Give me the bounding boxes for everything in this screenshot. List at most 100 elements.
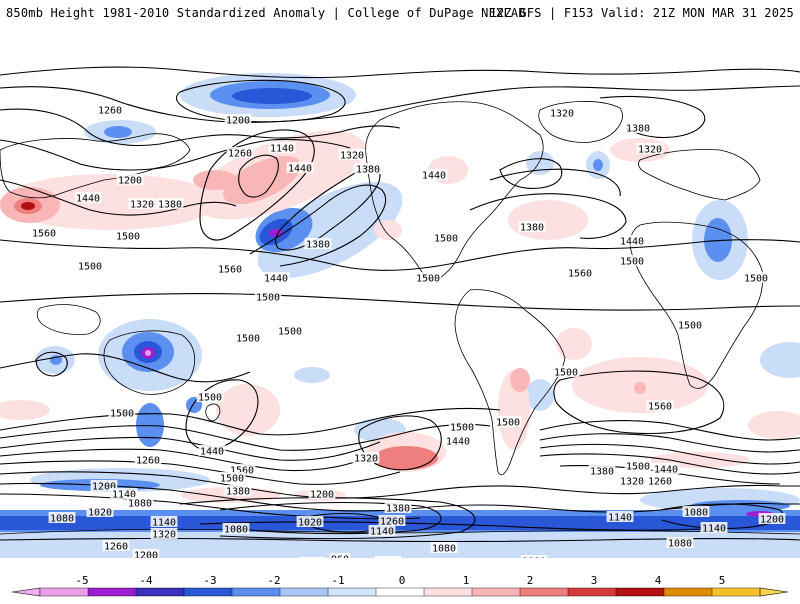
contour-1020-antarctic bbox=[219, 501, 442, 535]
contour-label-bg bbox=[618, 475, 646, 486]
contour-label-bg bbox=[228, 464, 256, 475]
contour-label: 1500 bbox=[678, 321, 702, 332]
contour-label: 1500 bbox=[554, 368, 578, 379]
africa-coast bbox=[629, 221, 764, 389]
contour-1440-asia bbox=[0, 138, 351, 171]
contour-label-bg bbox=[624, 122, 652, 133]
contour-label: 1080 bbox=[522, 557, 546, 559]
contour-label-bg bbox=[494, 416, 522, 427]
contour-label-bg bbox=[700, 522, 728, 533]
contour-label: 1260 bbox=[104, 542, 128, 553]
header: 850mb Height 1981-2010 Standardized Anom… bbox=[0, 0, 800, 26]
contour-label: 1500 bbox=[78, 262, 102, 273]
contour-label: 1020 bbox=[376, 558, 400, 559]
contour-label: 1560 bbox=[230, 466, 254, 477]
contour-label: 1200 bbox=[310, 490, 334, 501]
contour-label: 1260 bbox=[98, 106, 122, 117]
contour-label: 1440 bbox=[446, 437, 470, 448]
contour-label: 1260 bbox=[228, 149, 252, 160]
colorbar-swatch bbox=[567, 587, 617, 597]
contour-label: 1380 bbox=[520, 223, 544, 234]
contour-label: 1500 bbox=[450, 423, 474, 434]
contour-label-bg bbox=[198, 445, 226, 456]
colorbar-swatch bbox=[375, 587, 425, 597]
height-contours bbox=[0, 66, 800, 543]
colorbar-swatch bbox=[663, 587, 713, 597]
contour-label: 1200 bbox=[118, 176, 142, 187]
contour-label-bg bbox=[298, 557, 326, 558]
contour-label: 1560 bbox=[568, 269, 592, 280]
contour-label-bg bbox=[606, 511, 634, 522]
contour-1500-asia bbox=[0, 179, 237, 216]
contour-1020-southern bbox=[0, 493, 421, 520]
contour-label-bg bbox=[116, 174, 144, 185]
colorbar-tick-label: -4 bbox=[139, 574, 153, 587]
contour-label: 1500 bbox=[278, 327, 302, 338]
contour-label-bg bbox=[156, 198, 184, 209]
contour-label: 1440 bbox=[620, 237, 644, 248]
contour-1080-antarctic bbox=[179, 497, 476, 540]
contour-1200-southern bbox=[0, 460, 401, 485]
contour-label: 1020 bbox=[88, 508, 112, 519]
colorbar-swatch bbox=[471, 587, 521, 597]
contour-label: 1500 bbox=[236, 334, 260, 345]
colorbar-tick-label: 0 bbox=[399, 574, 406, 587]
contour-label-bg bbox=[254, 291, 282, 302]
contour-label-bg bbox=[430, 542, 458, 553]
contour-label: 1500 bbox=[434, 234, 458, 245]
map-title: 850mb Height 1981-2010 Standardized Anom… bbox=[6, 6, 526, 20]
contour-label-bg bbox=[384, 502, 412, 513]
contour-label-bg bbox=[444, 435, 472, 446]
contour-label-bg bbox=[646, 400, 674, 411]
colorbar-swatch bbox=[183, 587, 233, 597]
contour-label-bg bbox=[218, 472, 246, 483]
europe-coast bbox=[638, 149, 761, 201]
contour-label-bg bbox=[108, 407, 136, 418]
contour-label: 1440 bbox=[422, 171, 446, 182]
contour-label: 1380 bbox=[158, 200, 182, 211]
contour-1500-southern bbox=[0, 353, 251, 383]
contour-1500-tropics bbox=[0, 292, 800, 311]
contour-label-bg bbox=[652, 463, 680, 474]
contour-label-bg bbox=[676, 319, 704, 330]
colorbar-tick-label: -5 bbox=[75, 574, 88, 587]
contour-label-bg bbox=[552, 366, 580, 377]
contour-label: 1020 bbox=[298, 518, 322, 529]
contour-1260-south-indian bbox=[539, 453, 800, 475]
contour-label-bg bbox=[76, 260, 104, 271]
contour-1500-ring-south bbox=[35, 351, 68, 377]
contour-1380-southern bbox=[0, 423, 491, 451]
contour-label: 1320 bbox=[550, 109, 574, 120]
contour-label: 1500 bbox=[116, 232, 140, 243]
contour-label-bg bbox=[518, 221, 546, 232]
contour-label-bg bbox=[114, 230, 142, 241]
colorbar-max-arrow bbox=[759, 587, 789, 597]
contour-label-bg bbox=[304, 238, 332, 249]
contour-label: 1440 bbox=[76, 194, 100, 205]
contour-label-bg bbox=[222, 523, 250, 534]
contour-label: 1380 bbox=[356, 165, 380, 176]
contour-label-bg bbox=[414, 272, 442, 283]
contour-label-bg bbox=[268, 142, 296, 153]
contour-label-bg bbox=[90, 480, 118, 491]
contour-label: 1560 bbox=[32, 229, 56, 240]
contour-label-bg bbox=[758, 513, 786, 524]
contour-label-bg bbox=[262, 272, 290, 283]
contour-1320-north bbox=[0, 85, 800, 123]
contour-label: 1380 bbox=[590, 467, 614, 478]
colorbar-swatch bbox=[39, 587, 89, 597]
contour-label: 1500 bbox=[620, 257, 644, 268]
colorbar-tick-label: 2 bbox=[527, 574, 534, 587]
maritime-continent-coast bbox=[36, 304, 101, 335]
contour-label-bg bbox=[420, 169, 448, 180]
colorbar-tick-label: -2 bbox=[267, 574, 280, 587]
colorbar-swatch bbox=[423, 587, 473, 597]
contour-label-bg bbox=[566, 267, 594, 278]
contour-label: 1080 bbox=[224, 525, 248, 536]
contour-label: 1500 bbox=[220, 474, 244, 485]
colorbar-tick-label: 1 bbox=[463, 574, 470, 587]
contour-1260-southern bbox=[0, 448, 361, 472]
contour-label-bg bbox=[296, 516, 324, 527]
contour-label-bg bbox=[618, 255, 646, 266]
